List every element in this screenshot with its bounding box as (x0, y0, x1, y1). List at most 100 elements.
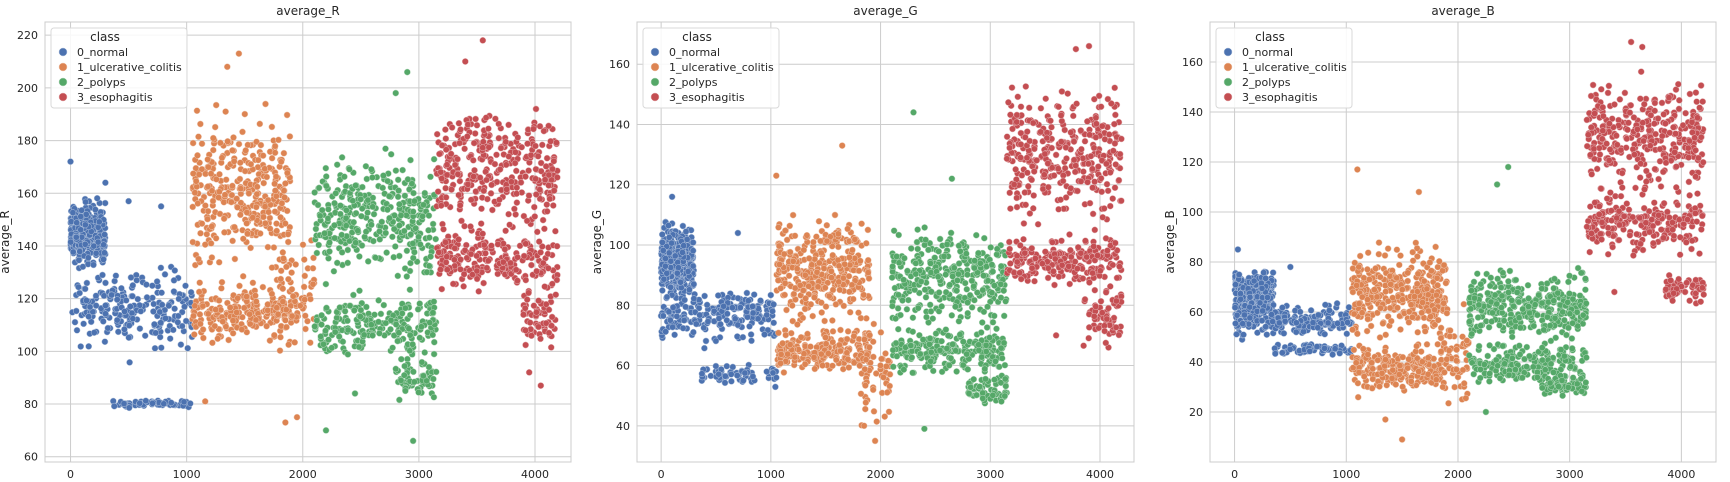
data-point-0_normal (180, 398, 188, 406)
data-point-1_ulcerative_colitis (843, 335, 851, 343)
data-point-1_ulcerative_colitis (804, 330, 811, 338)
data-point-0_normal (91, 206, 99, 213)
data-point-3_esophagitis (512, 167, 520, 175)
data-point-1_ulcerative_colitis (231, 255, 239, 263)
data-point-1_ulcerative_colitis (777, 351, 785, 358)
data-point-2_polyps (406, 286, 414, 294)
data-point-1_ulcerative_colitis (256, 230, 264, 237)
data-point-3_esophagitis (503, 186, 511, 193)
data-point-3_esophagitis (1109, 195, 1117, 202)
data-point-2_polyps (342, 222, 350, 230)
data-point-0_normal (134, 295, 142, 303)
data-point-2_polyps (313, 249, 321, 257)
data-point-3_esophagitis (1118, 135, 1125, 143)
data-point-2_polyps (903, 305, 911, 313)
data-point-2_polyps (404, 176, 412, 183)
data-point-3_esophagitis (1017, 141, 1025, 148)
data-point-2_polyps (947, 229, 955, 237)
data-point-1_ulcerative_colitis (201, 241, 209, 248)
data-point-3_esophagitis (548, 322, 555, 330)
data-point-3_esophagitis (1067, 246, 1074, 254)
data-point-1_ulcerative_colitis (219, 318, 227, 325)
data-point-3_esophagitis (522, 341, 529, 349)
data-point-0_normal (86, 303, 94, 311)
data-point-3_esophagitis (502, 227, 509, 235)
data-point-1_ulcerative_colitis (824, 350, 832, 357)
data-point-0_normal (750, 291, 758, 298)
data-point-3_esophagitis (1005, 238, 1013, 246)
data-point-1_ulcerative_colitis (215, 297, 223, 304)
data-point-1_ulcerative_colitis (271, 142, 279, 150)
data-point-2_polyps (1000, 287, 1008, 295)
data-point-1_ulcerative_colitis (801, 271, 809, 279)
data-point-1_ulcerative_colitis (204, 207, 212, 215)
data-point-1_ulcerative_colitis (801, 305, 809, 313)
data-point-3_esophagitis (1049, 238, 1056, 246)
data-point-2_polyps (331, 328, 339, 336)
data-point-2_polyps (914, 304, 922, 312)
data-point-1_ulcerative_colitis (848, 281, 856, 289)
data-point-1_ulcerative_colitis (266, 225, 274, 233)
data-point-2_polyps (405, 325, 413, 332)
data-point-2_polyps (927, 269, 935, 276)
data-point-3_esophagitis (1058, 261, 1066, 269)
data-point-1_ulcerative_colitis (266, 214, 274, 222)
data-point-1_ulcerative_colitis (870, 408, 878, 415)
data-point-3_esophagitis (433, 130, 441, 138)
data-point-0_normal (723, 316, 731, 324)
data-point-1_ulcerative_colitis (834, 243, 842, 251)
data-point-3_esophagitis (542, 163, 550, 170)
data-point-3_esophagitis (1017, 154, 1024, 161)
data-point-1_ulcerative_colitis (207, 240, 215, 247)
data-point-0_normal (715, 315, 723, 322)
data-point-2_polyps (927, 260, 934, 267)
data-point-0_normal (734, 321, 742, 329)
data-point-0_normal (94, 238, 102, 246)
data-point-1_ulcerative_colitis (788, 302, 796, 309)
data-point-3_esophagitis (1097, 174, 1105, 182)
data-point-2_polyps (977, 329, 985, 336)
data-point-2_polyps (401, 362, 408, 370)
data-point-1_ulcerative_colitis (780, 250, 788, 258)
data-point-0_normal (178, 322, 186, 330)
data-point-0_normal (102, 179, 109, 187)
data-point-2_polyps (389, 233, 396, 241)
data-point-1_ulcerative_colitis (190, 331, 198, 338)
data-point-3_esophagitis (1030, 192, 1038, 199)
data-point-2_polyps (415, 389, 422, 396)
data-point-3_esophagitis (455, 119, 463, 127)
data-point-2_polyps (370, 210, 378, 218)
data-point-2_polyps (955, 317, 963, 325)
data-point-3_esophagitis (512, 148, 519, 156)
data-point-3_esophagitis (442, 126, 449, 133)
data-point-2_polyps (385, 192, 393, 200)
data-point-3_esophagitis (1099, 213, 1107, 221)
data-point-1_ulcerative_colitis (266, 337, 274, 344)
data-point-0_normal (158, 289, 165, 297)
legend-marker-2_polyps (58, 77, 68, 87)
data-point-3_esophagitis (527, 151, 535, 159)
data-point-2_polyps (367, 321, 375, 329)
data-point-3_esophagitis (1066, 280, 1074, 288)
data-point-1_ulcerative_colitis (222, 323, 230, 330)
data-point-2_polyps (893, 253, 901, 260)
data-point-1_ulcerative_colitis (252, 203, 260, 211)
data-point-0_normal (703, 301, 711, 309)
data-point-1_ulcerative_colitis (839, 365, 847, 373)
data-point-2_polyps (997, 262, 1005, 270)
data-point-2_polyps (908, 354, 916, 361)
data-point-0_normal (763, 368, 771, 375)
data-point-0_normal (723, 362, 731, 370)
data-point-3_esophagitis (440, 225, 447, 233)
data-point-3_esophagitis (483, 176, 490, 184)
data-point-3_esophagitis (1090, 144, 1098, 152)
data-point-3_esophagitis (477, 220, 485, 227)
data-point-1_ulcerative_colitis (860, 422, 868, 430)
data-point-2_polyps (955, 242, 963, 250)
data-point-0_normal (734, 229, 742, 237)
data-point-0_normal (143, 281, 150, 288)
data-point-3_esophagitis (530, 203, 538, 211)
data-point-3_esophagitis (1006, 245, 1014, 253)
data-point-1_ulcerative_colitis (246, 320, 254, 328)
y-tick-label: 60 (24, 451, 38, 464)
